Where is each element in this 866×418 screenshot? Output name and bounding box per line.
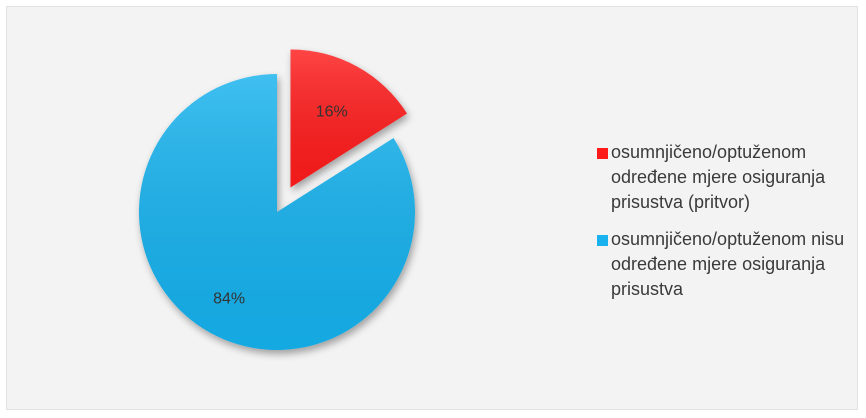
pie-slice-gloss-2: [138, 74, 415, 350]
legend-item-detained: osumnjičeno/optuženom određene mjere osi…: [597, 140, 857, 215]
legend-item-not-detained: osumnjičeno/optuženom nisu određene mjer…: [597, 227, 857, 302]
chart-area: 16% 84% osumnjičeno/optuženom određene mj…: [6, 6, 858, 410]
slice-label-1: 16%: [316, 104, 348, 121]
legend: osumnjičeno/optuženom određene mjere osi…: [597, 140, 857, 314]
legend-label-detained: osumnjičeno/optuženom određene mjere osi…: [611, 142, 826, 212]
legend-label-not-detained: osumnjičeno/optuženom nisu određene mjer…: [611, 229, 845, 299]
slice-label-2: 84%: [213, 290, 245, 307]
legend-swatch-red: [597, 148, 608, 159]
pie-chart: 16% 84%: [138, 49, 415, 350]
legend-swatch-blue: [597, 235, 608, 246]
pie-slice-gloss-1: [290, 49, 408, 188]
